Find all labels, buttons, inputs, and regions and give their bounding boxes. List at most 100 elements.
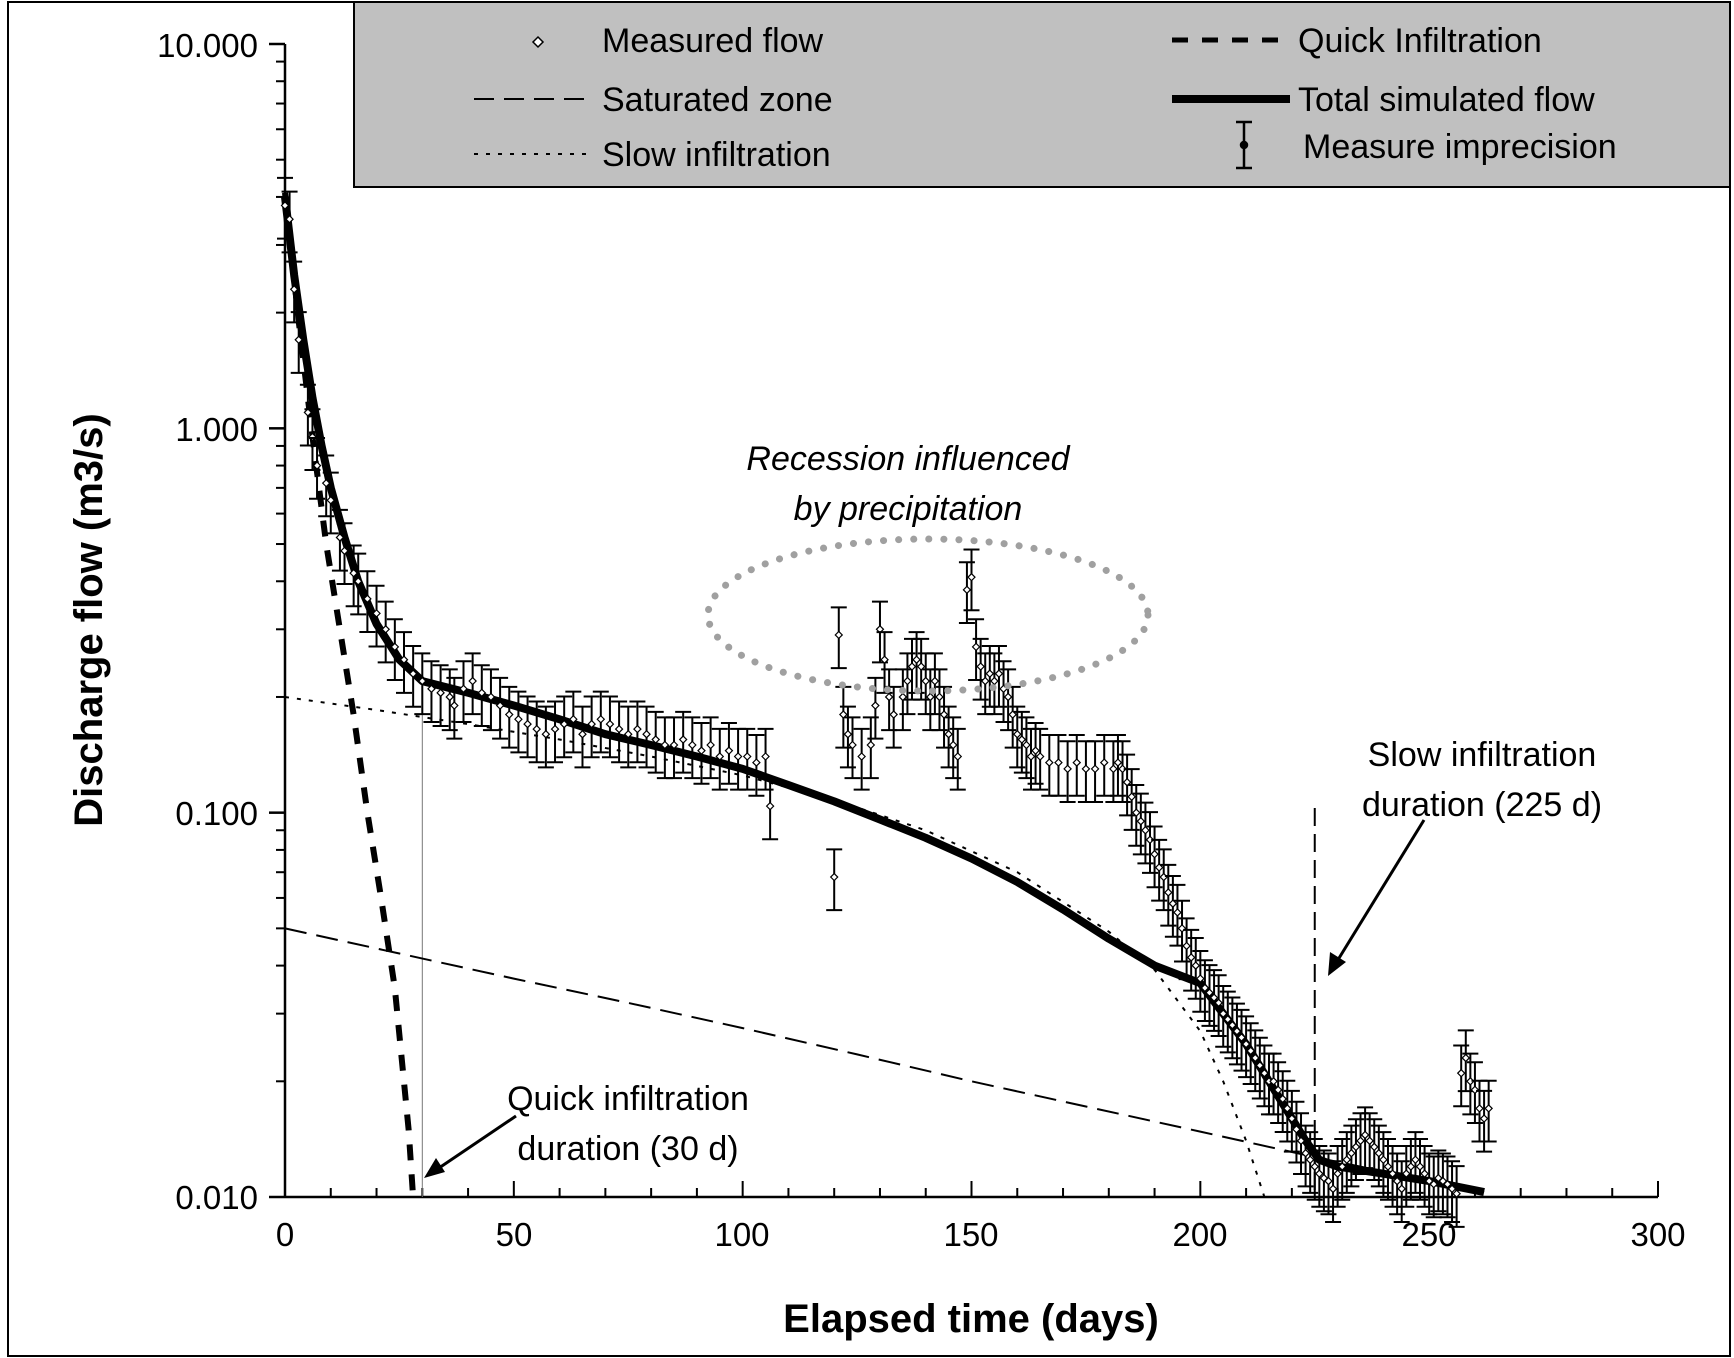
data-point xyxy=(1178,917,1195,981)
data-point xyxy=(1128,784,1145,847)
data-point xyxy=(1325,1160,1342,1223)
data-point xyxy=(1077,740,1094,803)
slow-duration-label-line-1: Slow infiltration xyxy=(1368,736,1597,774)
data-point xyxy=(345,544,362,608)
data-point xyxy=(1164,874,1181,938)
data-point xyxy=(304,408,321,472)
legend-label-saturated-zone: Saturated zone xyxy=(602,81,833,119)
slow-duration-arrow xyxy=(1328,819,1426,976)
data-point xyxy=(1412,1137,1429,1201)
data-point xyxy=(748,733,765,797)
data-point xyxy=(647,710,664,774)
data-point xyxy=(336,522,353,585)
data-point xyxy=(414,652,431,716)
y-tick-label-3: 10.000 xyxy=(157,27,258,64)
data-point xyxy=(1027,722,1044,785)
legend-label-measure-imprecision: Measure imprecision xyxy=(1303,128,1617,166)
legend-label-measured-flow: Measured flow xyxy=(602,22,824,60)
data-point xyxy=(853,727,870,791)
annotation-quick-infiltration-duration: Quick infiltration duration (30 d) xyxy=(424,1080,749,1178)
data-point xyxy=(1174,899,1191,963)
legend-label-total-simulated-flow: Total simulated flow xyxy=(1298,81,1595,119)
legend-entry-saturated-zone: Saturated zone xyxy=(474,81,833,119)
y-axis-title: Discharge flow (m3/s) xyxy=(67,413,111,826)
slow-duration-label-line-2: duration (225 d) xyxy=(1362,786,1602,824)
data-point xyxy=(1329,1145,1346,1208)
data-point xyxy=(949,727,966,791)
data-point xyxy=(1224,996,1241,1060)
legend-entry-slow-infiltration: Slow infiltration xyxy=(474,136,831,174)
data-point xyxy=(693,722,710,785)
data-point xyxy=(368,584,385,648)
data-point xyxy=(1119,753,1136,817)
data-point xyxy=(473,664,490,727)
legend-error-bar-icon xyxy=(1236,120,1252,170)
legend-entry-quick-infiltration: Quick Infiltration xyxy=(1172,22,1542,60)
data-point xyxy=(290,311,307,374)
data-point xyxy=(395,631,412,694)
data-point xyxy=(455,660,472,723)
data-point xyxy=(574,705,591,769)
data-point xyxy=(1311,1145,1328,1208)
data-point xyxy=(1132,792,1149,856)
data-point xyxy=(611,700,628,764)
data-point xyxy=(1032,727,1049,791)
data-point xyxy=(1155,848,1172,912)
data-point xyxy=(528,700,545,764)
data-point xyxy=(684,716,701,780)
data-point xyxy=(565,690,582,754)
data-point xyxy=(1334,1137,1351,1201)
data-point xyxy=(629,700,646,764)
annotation-slow-infiltration-duration: Slow infiltration duration (225 d) xyxy=(1328,736,1602,976)
data-point xyxy=(844,716,861,780)
data-point xyxy=(675,710,692,774)
data-point xyxy=(1087,740,1104,803)
data-point xyxy=(601,695,618,759)
data-point xyxy=(835,685,852,749)
data-point xyxy=(432,664,449,727)
data-point xyxy=(592,690,609,754)
quick-duration-label-line-1: Quick infiltration xyxy=(507,1080,749,1118)
data-point xyxy=(1219,990,1236,1054)
data-point xyxy=(309,436,326,500)
data-point xyxy=(1320,1152,1337,1216)
data-point xyxy=(862,716,879,780)
axis-ticks xyxy=(269,42,1659,1199)
data-point xyxy=(537,705,554,769)
legend-entry-measure-imprecision: Measure imprecision xyxy=(1236,120,1617,170)
x-tick-label-6: 300 xyxy=(1630,1216,1685,1253)
data-point xyxy=(762,777,779,841)
data-point xyxy=(1160,863,1177,927)
data-point xyxy=(350,552,367,616)
data-point xyxy=(377,600,394,664)
data-point xyxy=(899,652,916,716)
quick-duration-label-line-2: duration (30 d) xyxy=(517,1130,738,1168)
data-point xyxy=(881,668,898,732)
measured-flow-points xyxy=(277,176,1497,1228)
data-point xyxy=(1169,883,1186,947)
data-point xyxy=(405,645,422,708)
x-tick-label-0: 0 xyxy=(276,1216,294,1253)
data-point xyxy=(945,716,962,780)
data-point xyxy=(963,548,980,612)
data-point xyxy=(1068,733,1085,797)
data-point xyxy=(638,705,655,769)
quick-duration-arrow xyxy=(424,1114,517,1178)
data-point xyxy=(423,660,440,723)
precipitation-label-line-2: by precipitation xyxy=(794,490,1023,528)
data-point xyxy=(1206,969,1223,1032)
data-point xyxy=(1059,740,1076,803)
chart-frame xyxy=(7,1,1731,1357)
data-point xyxy=(446,676,463,740)
data-point xyxy=(519,695,536,759)
legend-measured-flow-marker xyxy=(531,35,545,49)
data-point xyxy=(666,716,683,780)
data-point xyxy=(1302,1131,1319,1194)
data-point xyxy=(359,570,376,633)
data-point xyxy=(1480,1079,1497,1143)
x-tick-labels: 0 50 100 150 200 250 300 xyxy=(276,1216,1686,1253)
data-point xyxy=(830,606,847,670)
data-point xyxy=(1370,1124,1387,1188)
y-tick-label-1: 0.100 xyxy=(175,795,258,832)
